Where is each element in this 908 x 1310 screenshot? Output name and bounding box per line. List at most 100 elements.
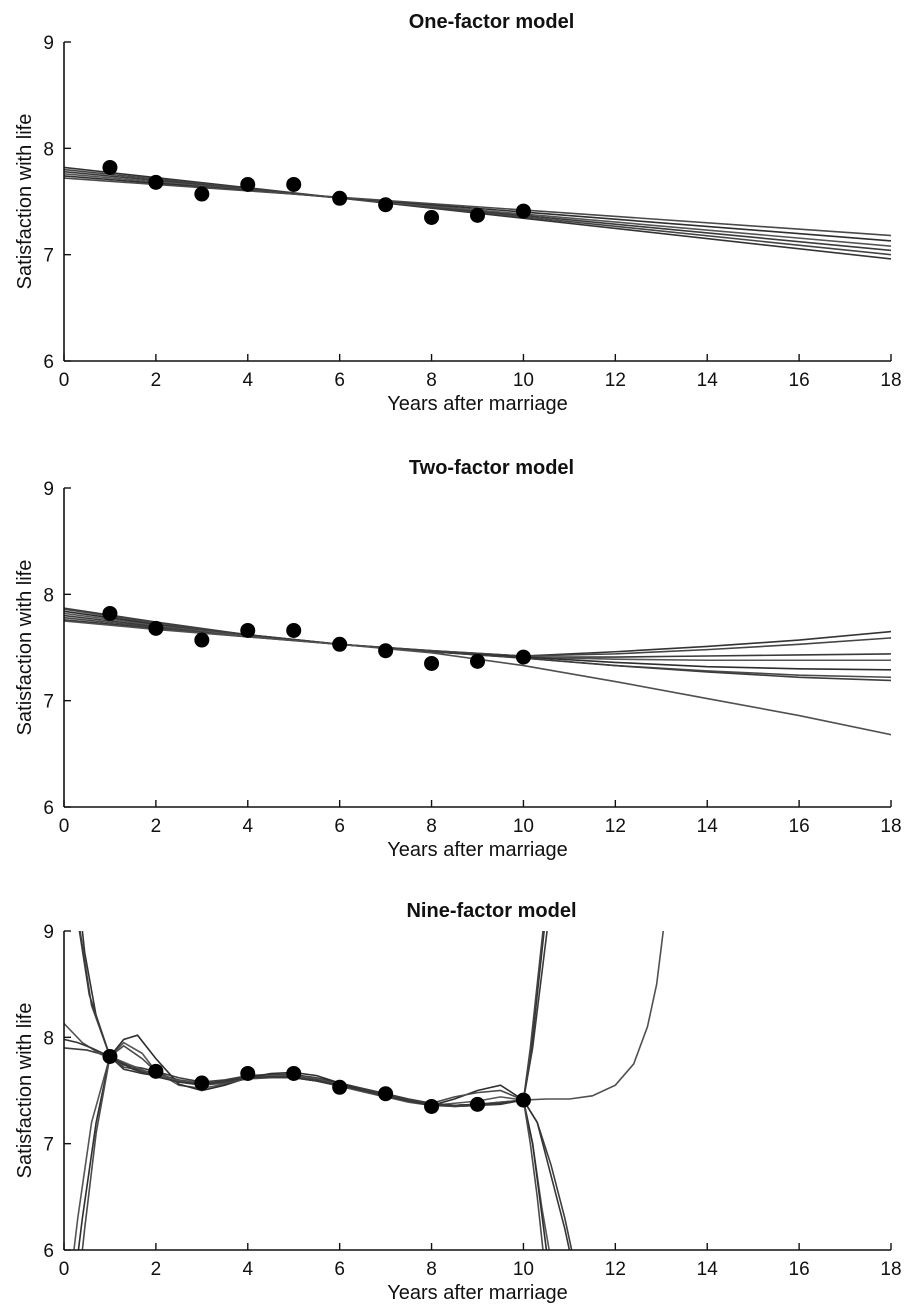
data-point <box>286 1065 302 1081</box>
series-line-8 <box>64 620 891 736</box>
data-point <box>515 203 531 219</box>
y-tick-label: 6 <box>43 1241 54 1262</box>
y-tick-label: 7 <box>43 1135 54 1156</box>
data-point <box>424 655 440 671</box>
x-tick-label: 16 <box>789 370 810 391</box>
x-tick-label: 18 <box>880 370 901 391</box>
data-point <box>424 1098 440 1114</box>
y-tick-label: 8 <box>43 1028 54 1049</box>
x-tick-label: 12 <box>605 816 626 837</box>
x-tick-label: 12 <box>605 1259 626 1280</box>
y-tick-label: 8 <box>43 139 54 160</box>
x-tick-label: 0 <box>59 370 70 391</box>
x-tick-label: 2 <box>151 370 162 391</box>
chart-title: One-factor model <box>409 11 575 33</box>
series-line-9 <box>64 1038 571 1250</box>
data-point <box>332 190 348 206</box>
x-tick-label: 4 <box>242 370 253 391</box>
series-line-3 <box>64 614 891 658</box>
chart-panel-1: One-factor model 0 2 4 6 8 10 12 14 16 18 6 7 8 9 Years… <box>14 11 902 415</box>
data-point <box>102 159 118 175</box>
chart-panel-3: Nine-factor model 0 2 4 6 8 10 12 14 16 18 6 7 8 9 Year… <box>14 900 902 1304</box>
data-point <box>332 1079 348 1095</box>
data-point <box>194 632 210 648</box>
data-point <box>378 197 394 213</box>
chart-panel-2: Two-factor model 0 2 4 6 8 10 12 14 16 18 6 7 8 9 Years… <box>14 457 902 861</box>
y-tick-label: 9 <box>43 33 54 54</box>
series-line-3 <box>78 931 548 1107</box>
y-tick-label: 9 <box>43 479 54 500</box>
x-tick-label: 16 <box>789 1259 810 1280</box>
x-axis-label: Years after marriage <box>387 839 567 861</box>
x-tick-label: 0 <box>59 1259 70 1280</box>
data-point <box>378 643 394 659</box>
x-tick-label: 18 <box>880 1259 901 1280</box>
x-tick-label: 4 <box>242 1259 253 1280</box>
chart-title: Two-factor model <box>409 457 574 479</box>
x-tick-label: 14 <box>697 1259 719 1280</box>
data-point <box>240 176 256 192</box>
y-tick-label: 7 <box>43 692 54 713</box>
y-tick-label: 7 <box>43 246 54 267</box>
curve-group <box>64 607 891 736</box>
data-point <box>470 207 485 223</box>
data-point <box>470 653 485 669</box>
x-tick-label: 14 <box>697 370 719 391</box>
series-line-6 <box>81 1044 544 1250</box>
x-tick-label: 8 <box>426 1259 437 1280</box>
data-point <box>240 622 256 638</box>
series-line-5 <box>77 1034 548 1250</box>
series-line-7 <box>64 1047 573 1250</box>
data-point <box>286 176 302 192</box>
data-point <box>148 620 164 636</box>
data-point <box>424 209 440 225</box>
series-line-1 <box>64 619 891 657</box>
series-line-6 <box>64 177 891 237</box>
x-tick-label: 12 <box>605 370 626 391</box>
series-line-2 <box>79 931 544 1108</box>
y-tick-label: 8 <box>43 585 54 606</box>
x-tick-label: 6 <box>334 370 345 391</box>
data-point <box>102 605 118 621</box>
data-point <box>194 186 210 202</box>
x-axis-label: Years after marriage <box>387 1282 567 1304</box>
data-point-group <box>102 1048 531 1114</box>
x-tick-label: 2 <box>151 1259 162 1280</box>
series-line-4 <box>73 1041 550 1250</box>
x-tick-label: 6 <box>334 816 345 837</box>
x-tick-label: 0 <box>59 816 70 837</box>
data-point-group <box>102 159 531 225</box>
y-axis-label: Satisfaction with life <box>14 560 36 736</box>
data-point-group <box>102 605 531 671</box>
data-point <box>332 636 348 652</box>
x-tick-label: 6 <box>334 1259 345 1280</box>
y-tick-label: 6 <box>43 352 54 373</box>
series-line-2 <box>64 616 891 657</box>
data-point <box>470 1096 485 1112</box>
x-tick-label: 8 <box>426 370 437 391</box>
curve-group <box>64 931 665 1250</box>
data-point <box>378 1086 394 1102</box>
x-tick-label: 14 <box>697 816 719 837</box>
x-tick-label: 8 <box>426 816 437 837</box>
data-point <box>102 1048 118 1064</box>
chart-title: Nine-factor model <box>406 900 576 922</box>
y-tick-label: 9 <box>43 922 54 943</box>
y-tick-label: 6 <box>43 798 54 819</box>
data-point <box>194 1075 210 1091</box>
x-axis-label: Years after marriage <box>387 393 567 415</box>
data-point <box>148 1063 164 1079</box>
data-point <box>515 1092 531 1108</box>
y-axis-label: Satisfaction with life <box>14 1003 36 1179</box>
data-point <box>148 174 164 190</box>
x-tick-label: 10 <box>513 816 534 837</box>
y-axis-label: Satisfaction with life <box>14 114 36 290</box>
x-tick-label: 18 <box>880 816 901 837</box>
x-tick-label: 10 <box>513 370 534 391</box>
data-point <box>240 1065 256 1081</box>
x-tick-label: 4 <box>242 816 253 837</box>
x-tick-label: 16 <box>789 816 810 837</box>
x-tick-label: 2 <box>151 816 162 837</box>
data-point <box>515 649 531 665</box>
